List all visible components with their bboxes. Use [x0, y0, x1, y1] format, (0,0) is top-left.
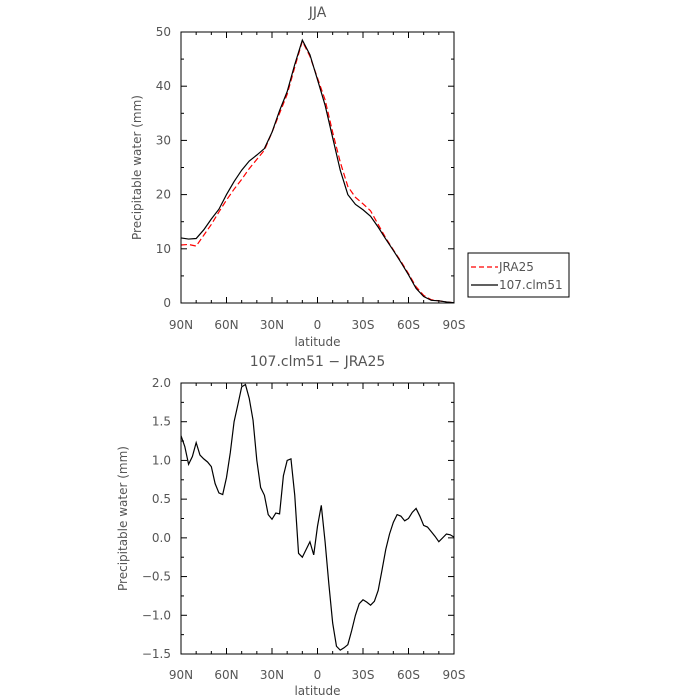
y-tick-label: 30	[156, 133, 171, 147]
y-tick-label: 0	[163, 296, 171, 310]
x-tick-label: 0	[314, 668, 322, 682]
legend-label: JRA25	[498, 260, 534, 274]
x-tick-label: 60S	[397, 668, 420, 682]
y-tick-label: 50	[156, 25, 171, 39]
x-tick-label: 60S	[397, 318, 420, 332]
x-tick-label: 90S	[443, 668, 466, 682]
chart-title: JJA	[308, 5, 327, 21]
legend: JRA25 107.clm51	[467, 252, 570, 298]
y-tick-label: 1.5	[152, 415, 171, 429]
x-tick-label: 30N	[260, 318, 284, 332]
y-axis-label: Precipitable water (mm)	[116, 446, 130, 591]
y-tick-label: 10	[156, 242, 171, 256]
y-tick-label: −0.5	[142, 570, 171, 584]
x-tick-label: 60N	[214, 318, 238, 332]
x-tick-label: 30S	[352, 318, 375, 332]
series-line-difference	[180, 383, 455, 651]
chart-panel-top: JJA 90N 60N 30N 0 30S 60S 90S 0 10 20 30 40 50 latitud…	[130, 5, 570, 349]
x-axis-label: latitude	[294, 684, 340, 698]
x-tick-label: 60N	[214, 668, 238, 682]
y-tick-label: −1.5	[142, 647, 171, 661]
chart-panel-bottom: 107.clm51 − JRA25 90N 60N 30N 0 30S 60S 90S −1.5…	[116, 354, 465, 698]
x-tick-label: 30N	[260, 668, 284, 682]
x-tick-label: 90N	[169, 668, 193, 682]
y-tick-label: 20	[156, 188, 171, 202]
plot-frame	[180, 31, 455, 304]
y-tick-label: 40	[156, 79, 171, 93]
y-tick-label: 0.0	[152, 531, 171, 545]
y-axis-label: Precipitable water (mm)	[130, 95, 144, 240]
x-axis-label: latitude	[294, 335, 340, 349]
x-tick-label: 30S	[352, 668, 375, 682]
plot-frame	[180, 382, 455, 655]
x-tick-label: 90S	[443, 318, 466, 332]
y-tick-label: 0.5	[152, 492, 171, 506]
series-line-107-clm51	[180, 38, 455, 304]
x-tick-label: 0	[314, 318, 322, 332]
y-tick-label: 1.0	[152, 453, 171, 467]
chart-title: 107.clm51 − JRA25	[250, 354, 386, 370]
legend-label: 107.clm51	[499, 278, 563, 292]
y-tick-label: 2.0	[152, 376, 171, 390]
y-tick-label: −1.0	[142, 608, 171, 622]
x-tick-label: 90N	[169, 318, 193, 332]
legend-box	[467, 252, 570, 298]
